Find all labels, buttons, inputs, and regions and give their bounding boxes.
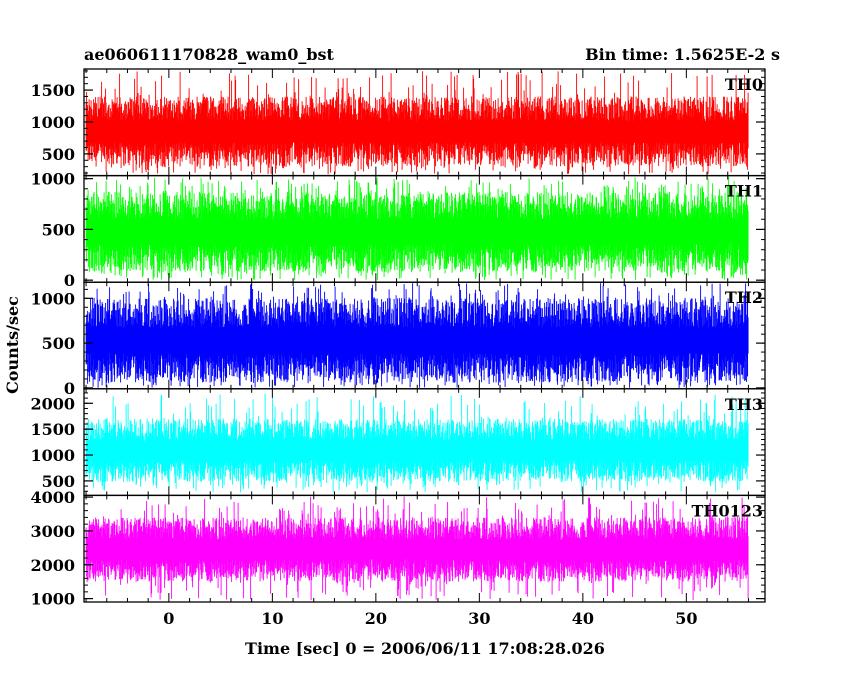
x-axis: 0 10 20 30 40 50: [163, 609, 697, 628]
series-line-th0: [85, 71, 749, 175]
series-line-th1: [85, 176, 749, 281]
y-tick-label: 500: [42, 334, 75, 353]
chart-title-right: Bin time: 1.5625E-2 s: [585, 45, 780, 64]
panel-th0: 500 1000 1500 TH0: [30, 68, 766, 177]
panel-name-th0123: TH0123: [691, 501, 763, 520]
panel-th0123: 1000 2000 3000 4000 TH0123: [30, 488, 766, 609]
x-tick-label: 0: [163, 609, 174, 628]
x-tick-label: 50: [675, 609, 697, 628]
y-tick-label: 2000: [30, 556, 75, 575]
y-tick-label: 1000: [30, 170, 75, 189]
chart-title-left: ae060611170828_wam0_bst: [84, 45, 335, 64]
x-tick-label: 10: [261, 609, 283, 628]
panel-name-th2: TH2: [725, 288, 763, 307]
y-tick-label: 0: [64, 379, 75, 398]
y-tick-label: 1000: [30, 113, 75, 132]
series-line-th2: [85, 283, 749, 388]
y-tick-label: 0: [64, 271, 75, 290]
y-tick-label: 500: [42, 220, 75, 239]
y-axis-label: Counts/sec: [3, 296, 22, 394]
x-tick-label: 40: [572, 609, 594, 628]
series-line-th3: [85, 393, 749, 493]
panel-name-th1: TH1: [725, 182, 763, 201]
y-tick-label: 1000: [30, 446, 75, 465]
y-tick-label: 500: [42, 472, 75, 491]
x-tick-label: 30: [468, 609, 490, 628]
y-tick-label: 1000: [30, 590, 75, 609]
y-tick-label: 3000: [30, 522, 75, 541]
panel-name-th0: TH0: [725, 75, 763, 94]
y-tick-label: 1500: [30, 81, 75, 100]
y-tick-label: 1000: [30, 289, 75, 308]
y-tick-label: 1500: [30, 420, 75, 439]
y-tick-label: 4000: [30, 488, 75, 507]
panel-th3: 500 1000 1500 2000 TH3: [30, 388, 766, 497]
panel-th1: 0 500 1000 TH1: [30, 170, 766, 290]
series-line-th0123: [85, 496, 749, 601]
y-tick-label: 2000: [30, 394, 75, 413]
panel-name-th3: TH3: [725, 395, 763, 414]
y-tick-label: 500: [42, 145, 75, 164]
panel-th2: 0 500 1000 TH2: [30, 281, 766, 398]
x-axis-label: Time [sec] 0 = 2006/06/11 17:08:28.026: [245, 639, 605, 658]
x-tick-label: 20: [365, 609, 387, 628]
panel-frame: [83, 494, 766, 603]
